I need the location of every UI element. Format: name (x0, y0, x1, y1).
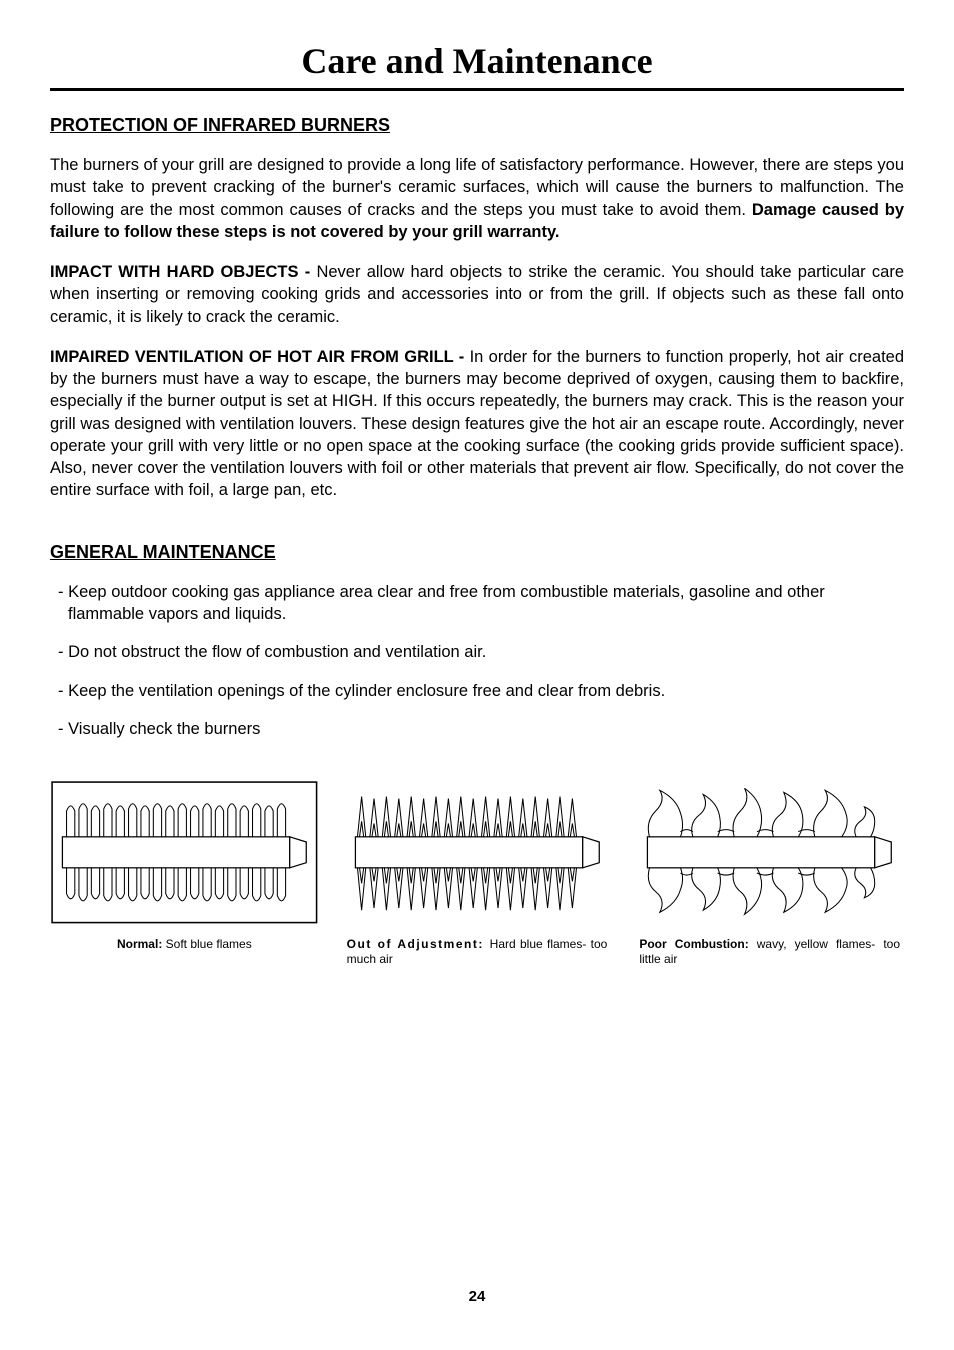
list-item: - Keep the ventilation openings of the c… (50, 680, 904, 702)
figure-poor: Poor Combustion: wavy, yellow flames- to… (635, 780, 904, 968)
figure-adjustment: Out of Adjustment: Hard blue flames- too… (343, 780, 612, 968)
figures-row: Normal: Soft blue flames (50, 780, 904, 968)
section-heading-protection: PROTECTION OF INFRARED BURNERS (50, 115, 904, 136)
flame-diagram-adjustment (343, 780, 612, 925)
page-title: Care and Maintenance (50, 40, 904, 91)
caption-bold: Poor Combustion: (639, 937, 756, 951)
figure-caption: Normal: Soft blue flames (50, 937, 319, 953)
list-item: - Do not obstruct the flow of combustion… (50, 641, 904, 663)
flame-diagram-poor (635, 780, 904, 925)
list-item: - Visually check the burners (50, 718, 904, 740)
para-impact: IMPACT WITH HARD OBJECTS - Never allow h… (50, 261, 904, 328)
page-number: 24 (50, 1288, 904, 1305)
caption-bold: Out of Adjustment: (347, 937, 490, 951)
figure-normal: Normal: Soft blue flames (50, 780, 319, 968)
para-intro: The burners of your grill are designed t… (50, 154, 904, 243)
flame-diagram-normal (50, 780, 319, 925)
figure-caption: Out of Adjustment: Hard blue flames- too… (343, 937, 612, 968)
para-ventilation: IMPAIRED VENTILATION OF HOT AIR FROM GRI… (50, 346, 904, 502)
list-item: - Keep outdoor cooking gas appliance are… (50, 581, 904, 626)
para-ventilation-bold: IMPAIRED VENTILATION OF HOT AIR FROM GRI… (50, 348, 470, 366)
para-ventilation-text: In order for the burners to function pro… (50, 348, 904, 500)
para-impact-bold: IMPACT WITH HARD OBJECTS - (50, 263, 316, 281)
section-heading-maintenance: GENERAL MAINTENANCE (50, 542, 904, 563)
caption-text: Soft blue flames (166, 937, 252, 951)
caption-bold: Normal: (117, 937, 166, 951)
figure-caption: Poor Combustion: wavy, yellow flames- to… (635, 937, 904, 968)
